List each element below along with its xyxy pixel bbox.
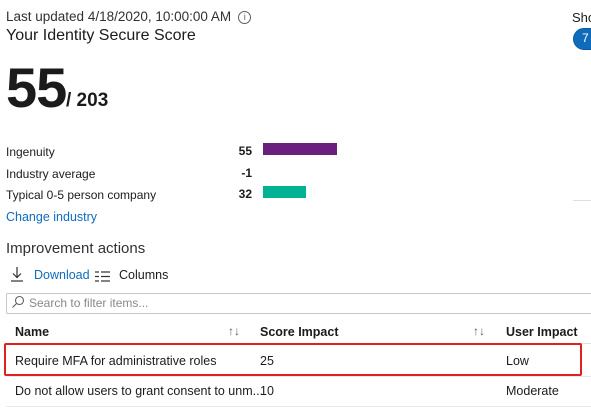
comparison-label-org: Ingenuity bbox=[6, 145, 55, 159]
show-toggle[interactable]: 7 bbox=[573, 28, 591, 50]
page-title: Your Identity Secure Score bbox=[6, 27, 196, 44]
last-updated-label: Last updated 4/18/2020, 10:00:00 AM bbox=[6, 9, 232, 24]
filter-box[interactable] bbox=[6, 293, 591, 314]
row-user-impact: Moderate bbox=[506, 384, 559, 398]
comparison-value-company: 32 bbox=[238, 187, 252, 201]
column-header-score-impact[interactable]: Score Impact bbox=[260, 325, 339, 339]
secure-score-max: / 203 bbox=[66, 90, 109, 111]
column-header-user-impact[interactable]: User Impact bbox=[506, 325, 578, 339]
info-icon[interactable]: i bbox=[238, 11, 252, 24]
download-icon[interactable] bbox=[10, 266, 24, 282]
highlight-box bbox=[4, 343, 582, 376]
comparison-label-industry: Industry average bbox=[6, 167, 96, 181]
row-user-impact: Low bbox=[506, 354, 529, 368]
comparison-bar-org bbox=[263, 143, 337, 155]
download-button[interactable]: Download bbox=[34, 268, 90, 282]
sort-name-icon[interactable]: ↑↓ bbox=[228, 324, 240, 338]
side-divider bbox=[573, 200, 591, 201]
column-header-name[interactable]: Name bbox=[15, 325, 50, 339]
change-industry-link[interactable]: Change industry bbox=[6, 210, 98, 224]
row-score-impact: 10 bbox=[260, 384, 274, 398]
show-toggle-text: 7 bbox=[582, 31, 589, 45]
row-score-impact: 25 bbox=[260, 354, 274, 368]
comparison-value-org: 55 bbox=[238, 144, 252, 158]
comparison-bar-company bbox=[263, 186, 306, 198]
columns-button[interactable]: Columns bbox=[119, 268, 169, 282]
filter-input[interactable] bbox=[29, 295, 549, 311]
row-name[interactable]: Do not allow users to grant consent to u… bbox=[15, 384, 264, 398]
row-divider bbox=[6, 406, 591, 407]
row-name[interactable]: Require MFA for administrative roles bbox=[15, 354, 217, 368]
row-divider bbox=[6, 376, 591, 377]
improvement-actions-title: Improvement actions bbox=[6, 240, 146, 257]
secure-score-value: 55 bbox=[6, 56, 67, 119]
comparison-value-industry: -1 bbox=[241, 166, 252, 180]
sort-score-impact-icon[interactable]: ↑↓ bbox=[473, 324, 485, 338]
search-icon bbox=[12, 295, 25, 308]
show-toggle-label: Sho bbox=[572, 10, 591, 25]
comparison-label-company: Typical 0-5 person company bbox=[6, 188, 157, 202]
last-updated-text: Last updated 4/18/2020, 10:00:00 AM i bbox=[6, 9, 252, 25]
columns-icon[interactable] bbox=[95, 269, 110, 282]
